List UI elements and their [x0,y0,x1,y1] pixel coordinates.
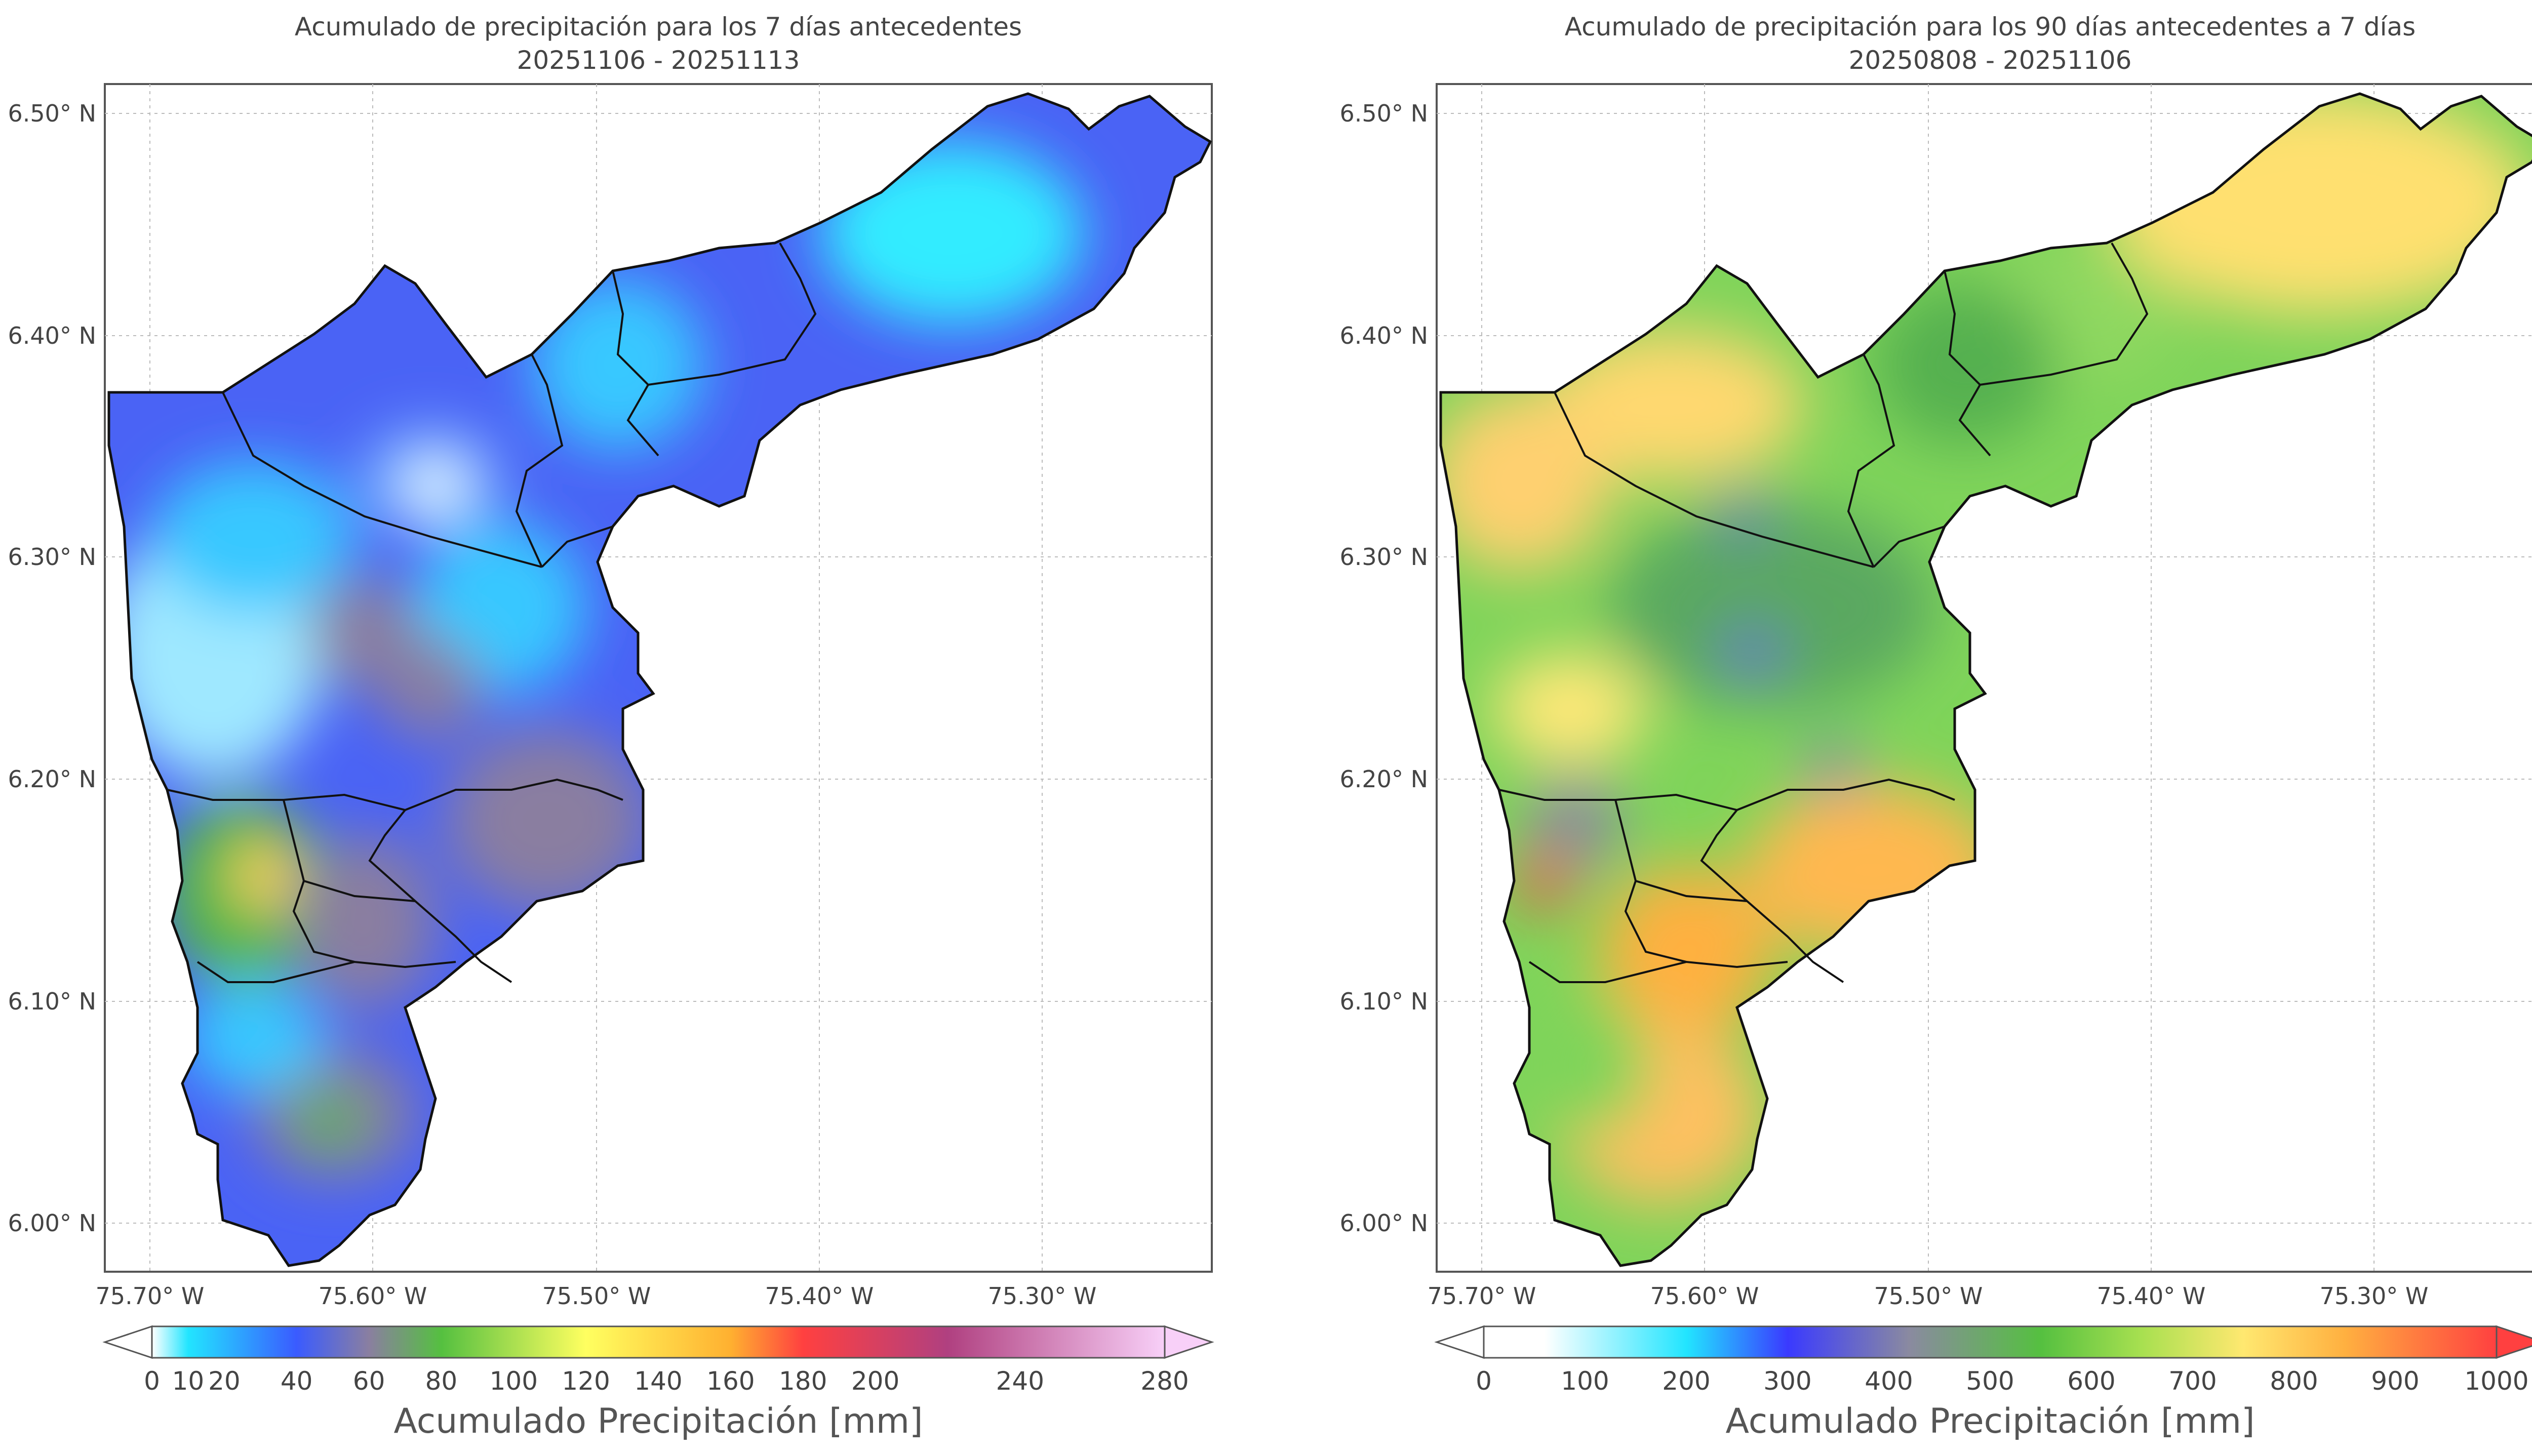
colorbar-left-max-extend [1164,1325,1214,1359]
colorbar-tick-label: 200 [1662,1366,1710,1396]
lat-tick-label: 6.30° N [8,543,96,571]
colorbar-left-min-extend [102,1325,153,1359]
lon-tick-label: 75.30° W [2320,1282,2429,1310]
panel-right: Acumulado de precipitación para los 90 d… [1340,12,2532,1441]
subbasin-boundaries-left [167,242,817,983]
lat-tick-label: 6.40° N [8,322,96,349]
colorbar-right-ticks: 0 100 200 300 400 500 600 700 800 900 1000 [1476,1366,2529,1396]
colorbar-tick-label: 20 [208,1366,241,1396]
colorbar-tick-label: 300 [1763,1366,1811,1396]
lat-tick-label: 6.50° N [8,100,96,127]
lat-tick-label: 6.50° N [1340,100,1428,127]
lat-tick-label: 6.00° N [8,1209,96,1237]
colorbar-tick-label: 700 [2168,1366,2217,1396]
colorbar-tick-label: 400 [1865,1366,1913,1396]
colorbar-right-max-extend [2496,1325,2532,1359]
lat-tick-label: 6.20° N [1340,765,1428,793]
lat-tick-label: 6.40° N [1340,322,1428,349]
lon-tick-label: 75.60° W [1650,1282,1759,1310]
colorbar-tick-label: 60 [353,1366,385,1396]
colorbar-tick-label: 0 [1476,1366,1492,1396]
subbasin-boundaries-right [1498,242,2149,983]
lon-tick-label: 75.60° W [319,1282,427,1310]
colorbar-right-bar [1483,1325,2498,1359]
colorbar-tick-label: 100 [1561,1366,1609,1396]
panel-right-title-line2: 20250808 - 20251106 [1849,46,2132,75]
panel-left-title-line2: 20251106 - 20251113 [517,46,800,75]
colorbar-left-ticks: 0 10 20 40 60 80 100 120 140 160 180 200 240 280 [144,1366,1189,1396]
panel-left-title-line1: Acumulado de precipitación para los 7 dí… [295,12,1022,42]
colorbar-tick-label: 280 [1140,1366,1189,1396]
lat-tick-label: 6.10° N [8,988,96,1015]
colorbar-left-label: Acumulado Precipitación [mm] [393,1401,923,1441]
colorbar-tick-label: 120 [562,1366,610,1396]
lon-tick-label: 75.70° W [96,1282,205,1310]
colorbar-tick-label: 1000 [2464,1366,2528,1396]
colorbar-tick-label: 240 [996,1366,1044,1396]
colorbar-tick-label: 140 [634,1366,682,1396]
colorbar-tick-label: 40 [281,1366,313,1396]
panel-right-title-line1: Acumulado de precipitación para los 90 d… [1565,12,2416,42]
lat-tick-label: 6.20° N [8,765,96,793]
colorbar-tick-label: 900 [2371,1366,2419,1396]
lon-tick-label: 75.50° W [1874,1282,1983,1310]
colorbar-right-min-extend [1434,1325,1485,1359]
panel-left: Acumulado de precipitación para los 7 dí… [8,12,1214,1441]
colorbar-tick-label: 160 [706,1366,755,1396]
lat-tick-label: 6.00° N [1340,1209,1428,1237]
lon-tick-label: 75.40° W [2097,1282,2206,1310]
colorbar-tick-label: 0 [144,1366,160,1396]
lon-tick-label: 75.50° W [542,1282,651,1310]
lon-tick-label: 75.30° W [988,1282,1097,1310]
lat-axis-right: 6.50° N 6.40° N 6.30° N 6.20° N 6.10° N … [1340,100,1428,1237]
colorbar-left-bar [151,1325,1166,1359]
lon-tick-label: 75.70° W [1428,1282,1536,1310]
lon-axis-right: 75.70° W 75.60° W 75.50° W 75.40° W 75.3… [1428,1282,2429,1310]
colorbar-tick-label: 600 [2067,1366,2115,1396]
colorbar-tick-label: 100 [490,1366,538,1396]
colorbar-right-label: Acumulado Precipitación [mm] [1725,1401,2254,1441]
colorbar-tick-label: 10 [172,1366,205,1396]
colorbar-tick-label: 180 [779,1366,827,1396]
lat-tick-label: 6.30° N [1340,543,1428,571]
colorbar-right: 0 100 200 300 400 500 600 700 800 900 1000 Acumula… [1434,1325,2532,1441]
lon-tick-label: 75.40° W [765,1282,874,1310]
colorbar-tick-label: 800 [2270,1366,2318,1396]
colorbar-tick-label: 80 [425,1366,458,1396]
colorbar-tick-label: 500 [1966,1366,2014,1396]
colorbar-left: 0 10 20 40 60 80 100 120 140 160 180 200 240 280 Acum… [102,1325,1214,1441]
colorbar-tick-label: 200 [851,1366,899,1396]
lon-axis-left: 75.70° W 75.60° W 75.50° W 75.40° W 75.3… [96,1282,1097,1310]
lat-tick-label: 6.10° N [1340,988,1428,1015]
lat-axis-left: 6.50° N 6.40° N 6.30° N 6.20° N 6.10° N … [8,100,96,1237]
